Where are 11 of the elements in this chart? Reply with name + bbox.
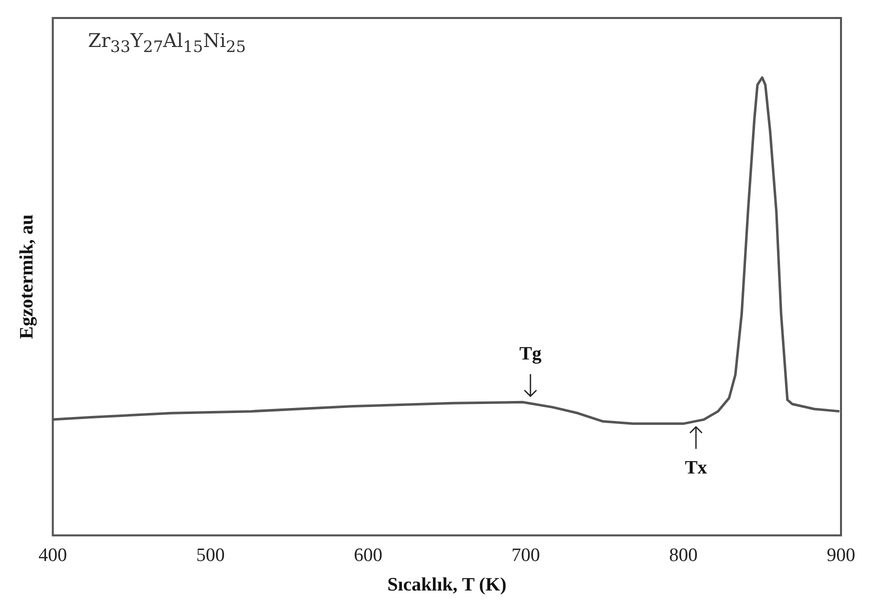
x-axis-title: Sıcaklık, T (K) [387,574,506,596]
x-tick-label: 800 [669,544,698,566]
x-tick-label: 500 [196,544,225,566]
x-tick-label: 400 [38,544,68,566]
annotation: Tx [684,457,708,478]
x-tick-label: 600 [354,544,382,566]
x-tick-label: 900 [826,544,856,566]
annotation: Tg [519,344,542,365]
x-tick-label: 700 [511,544,540,566]
y-axis-title: Egzotermik, au [16,214,38,339]
chart-title: Zr$_{33}$Y$_{27}$Al$_{15}$Ni$_{25}$ [88,30,246,56]
